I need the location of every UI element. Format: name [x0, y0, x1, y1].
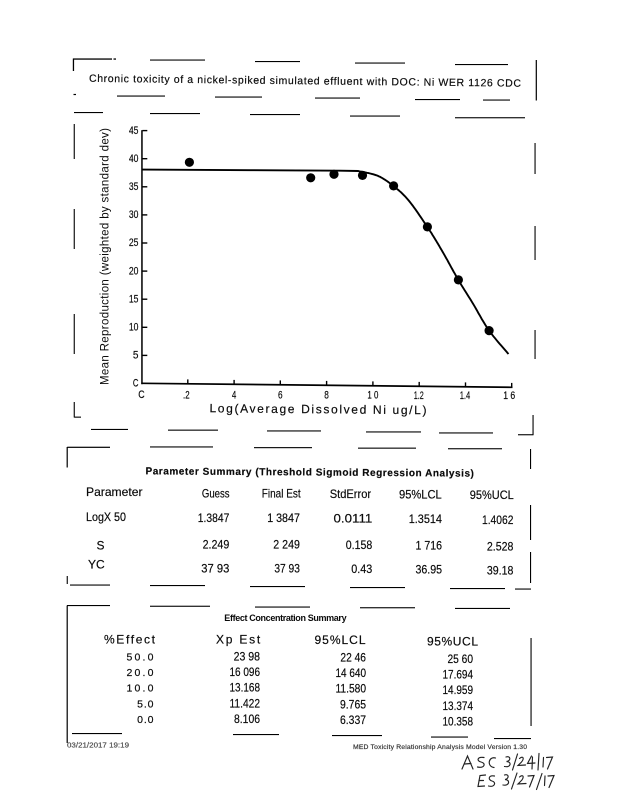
svg-text:Final Est: Final Est: [262, 487, 301, 501]
svg-text:10.0: 10.0: [127, 683, 154, 695]
svg-text:50.0: 50.0: [127, 652, 154, 664]
svg-text:2 249: 2 249: [273, 538, 300, 552]
svg-text:2.249: 2.249: [203, 538, 230, 552]
svg-text:40: 40: [129, 153, 139, 165]
svg-text:Parameter: Parameter: [86, 485, 143, 499]
svg-text:Effect Concentration Summary: Effect Concentration Summary: [224, 613, 346, 623]
svg-text:0.0111: 0.0111: [334, 512, 373, 526]
svg-text:4: 4: [232, 389, 236, 401]
svg-text:S: S: [97, 539, 105, 553]
svg-text:14 640: 14 640: [336, 666, 367, 680]
svg-text:C: C: [133, 378, 139, 390]
svg-text:C: C: [138, 389, 144, 401]
svg-text:16 096: 16 096: [230, 665, 261, 679]
svg-text:11.580: 11.580: [336, 682, 367, 696]
svg-text:1 3847: 1 3847: [267, 511, 300, 525]
svg-text:StdError: StdError: [330, 487, 371, 501]
svg-text:YC: YC: [88, 558, 105, 572]
svg-text:37 93: 37 93: [274, 562, 300, 576]
svg-text:8: 8: [324, 390, 329, 402]
svg-text:0.0: 0.0: [137, 714, 154, 726]
svg-text:1.4062: 1.4062: [482, 513, 514, 527]
svg-text:Chronic toxicity of a nickel-s: Chronic toxicity of a nickel-spiked simu…: [89, 73, 522, 90]
svg-text:1 6: 1 6: [503, 390, 515, 402]
svg-text:22 46: 22 46: [340, 651, 366, 665]
svg-text:MED Toxicity Relationship Anal: MED Toxicity Relationship Analysis Model…: [353, 744, 527, 751]
svg-text:1 0: 1 0: [367, 390, 378, 402]
svg-text:30: 30: [129, 209, 139, 221]
svg-text:95%UCL: 95%UCL: [427, 634, 478, 648]
svg-text:95%LCL: 95%LCL: [315, 633, 366, 647]
svg-text:10: 10: [129, 322, 139, 334]
svg-text:11.422: 11.422: [230, 697, 261, 711]
svg-text:9.765: 9.765: [340, 698, 366, 712]
svg-text:5: 5: [133, 350, 139, 362]
svg-text:.2: .2: [183, 389, 190, 401]
svg-text:%Effect: %Effect: [104, 632, 156, 646]
svg-text:Guess: Guess: [202, 486, 230, 500]
svg-text:10.358: 10.358: [443, 714, 474, 728]
svg-text:1.2: 1.2: [414, 390, 424, 402]
svg-text:1.4: 1.4: [460, 390, 471, 402]
svg-text:35: 35: [129, 181, 139, 193]
svg-text:14.959: 14.959: [443, 683, 474, 697]
svg-text:1 716: 1 716: [416, 539, 443, 553]
svg-text:36.95: 36.95: [416, 563, 443, 577]
svg-text:13.168: 13.168: [230, 681, 261, 695]
svg-text:39.18: 39.18: [487, 563, 514, 577]
svg-text:20.0: 20.0: [127, 667, 154, 679]
svg-text:15: 15: [129, 293, 139, 305]
svg-text:6: 6: [278, 390, 283, 402]
svg-text:LogX 50: LogX 50: [86, 510, 126, 524]
svg-text:45: 45: [129, 125, 139, 137]
svg-text:8.106: 8.106: [234, 712, 260, 726]
svg-text:03/21/2017 19:19: 03/21/2017 19:19: [67, 743, 129, 750]
svg-text:17.694: 17.694: [443, 668, 474, 682]
svg-text:13.374: 13.374: [443, 699, 474, 713]
svg-text:Parameter Summary (Threshold S: Parameter Summary (Threshold Sigmoid Reg…: [145, 466, 473, 479]
svg-text:0.158: 0.158: [346, 538, 373, 552]
svg-text:23 98: 23 98: [234, 650, 261, 664]
svg-text:2.528: 2.528: [487, 539, 514, 553]
svg-text:Xp Est: Xp Est: [216, 633, 261, 647]
svg-text:Mean Reproduction (weighted by: Mean Reproduction (weighted by standard …: [100, 128, 112, 385]
svg-text:95%UCL: 95%UCL: [470, 488, 514, 502]
svg-text:0.43: 0.43: [351, 562, 372, 576]
svg-text:25: 25: [129, 237, 139, 249]
svg-text:5.0: 5.0: [137, 699, 154, 711]
svg-text:25 60: 25 60: [448, 652, 474, 666]
svg-text:Log(Average Dissolved Ni ug/L): Log(Average Dissolved Ni ug/L): [209, 401, 426, 417]
svg-text:95%LCL: 95%LCL: [399, 487, 442, 501]
svg-text:37 93: 37 93: [201, 562, 229, 576]
svg-text:1.3847: 1.3847: [198, 511, 230, 525]
svg-text:20: 20: [129, 265, 139, 277]
svg-text:1.3514: 1.3514: [409, 512, 443, 526]
svg-text:6.337: 6.337: [340, 713, 366, 727]
